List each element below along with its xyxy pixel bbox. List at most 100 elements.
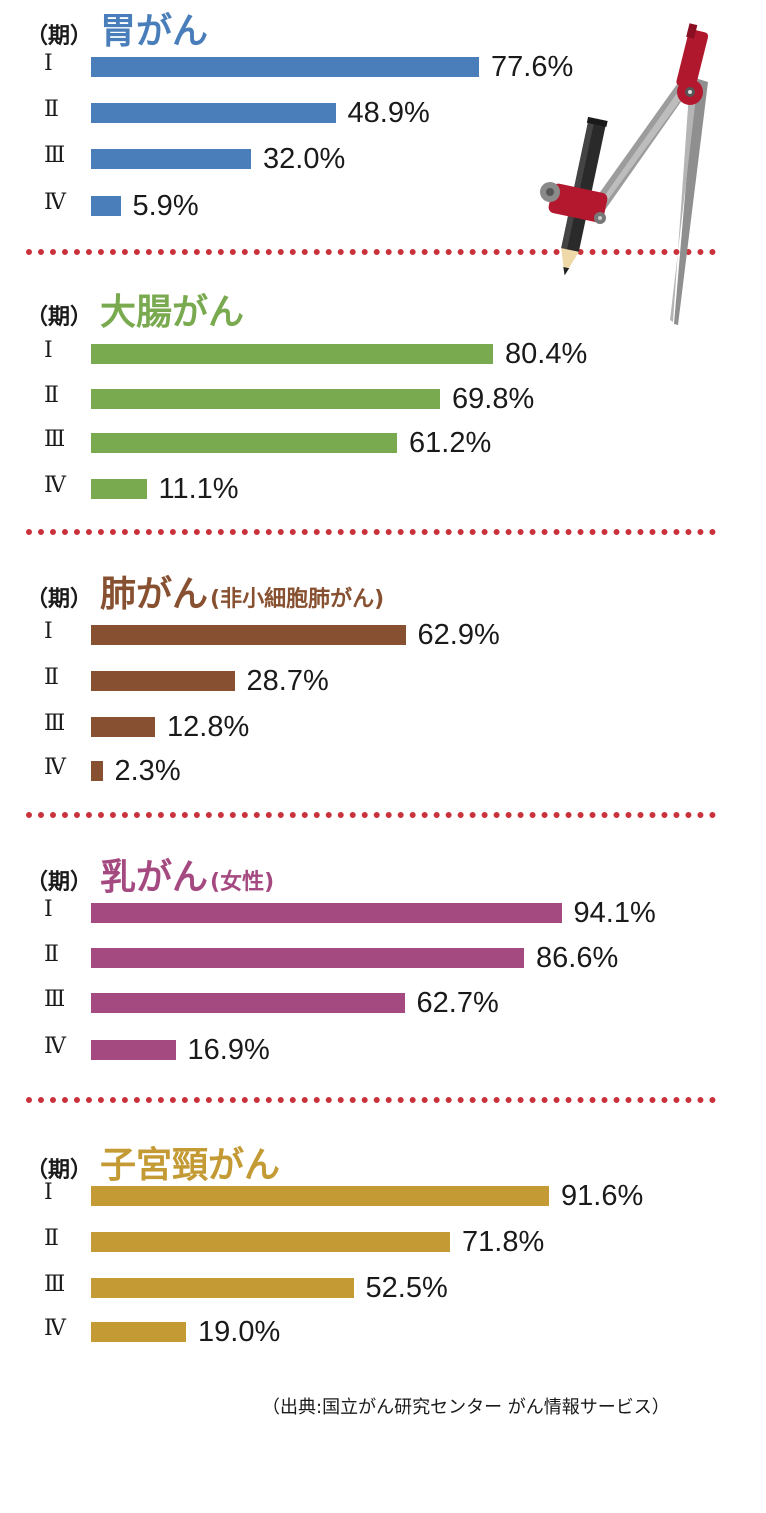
bar-row: Ⅲ 62.7%	[0, 987, 766, 1019]
value-label: 62.7%	[416, 987, 499, 1019]
value-label: 80.4%	[505, 338, 588, 370]
stage-label: Ⅰ	[44, 1180, 53, 1205]
value-label: 71.8%	[462, 1226, 545, 1258]
value-label: 69.8%	[452, 383, 535, 415]
bar	[91, 57, 479, 77]
chart-subtitle: (非小細胞肺がん)	[210, 587, 385, 612]
stage-label: Ⅲ	[44, 987, 66, 1012]
stage-label: Ⅱ	[44, 383, 59, 408]
value-label: 28.7%	[246, 665, 329, 697]
bar	[91, 103, 336, 123]
bar	[91, 433, 397, 453]
period-label: （期）	[26, 24, 93, 49]
bar-row: Ⅳ 2.3%	[0, 755, 766, 787]
bar	[91, 1322, 186, 1342]
bar-row: Ⅱ 48.9%	[0, 97, 766, 129]
dotted-divider	[26, 249, 716, 255]
bar	[91, 993, 405, 1013]
dotted-divider	[26, 812, 716, 818]
chart-header: （期） 大腸がん	[26, 283, 244, 335]
chart-title: 子宮頸がん	[100, 1145, 281, 1186]
stage-label: Ⅱ	[44, 942, 59, 967]
pencil-and-compass-icon	[540, 23, 709, 325]
value-label: 5.9%	[132, 190, 199, 222]
chart-header: （期） 子宮頸がん	[26, 1136, 280, 1188]
value-label: 16.9%	[187, 1034, 270, 1066]
stage-label: Ⅰ	[44, 897, 53, 922]
value-label: 2.3%	[114, 755, 181, 787]
bar-row: Ⅱ 28.7%	[0, 665, 766, 697]
bar	[91, 1232, 450, 1252]
bar	[91, 948, 524, 968]
stage-label: Ⅱ	[44, 97, 59, 122]
stage-label: Ⅲ	[44, 1272, 66, 1297]
bar-row: Ⅲ 12.8%	[0, 711, 766, 743]
chart-title: 大腸がん	[100, 292, 245, 333]
value-label: 94.1%	[573, 897, 656, 929]
stage-label: Ⅱ	[44, 665, 59, 690]
stage-label: Ⅰ	[44, 338, 53, 363]
bar-row: Ⅰ 62.9%	[0, 619, 766, 651]
bar	[91, 196, 121, 216]
stage-label: Ⅳ	[44, 473, 66, 498]
stage-label: Ⅳ	[44, 1034, 66, 1059]
bar-row: Ⅲ 61.2%	[0, 427, 766, 459]
bar-row: Ⅳ 11.1%	[0, 473, 766, 505]
value-label: 61.2%	[409, 427, 492, 459]
chart-title: 乳がん	[100, 857, 209, 898]
bar-row: Ⅰ 91.6%	[0, 1180, 766, 1212]
period-label: （期）	[26, 1158, 93, 1183]
period-label: （期）	[26, 587, 93, 612]
stage-label: Ⅳ	[44, 190, 66, 215]
value-label: 19.0%	[198, 1316, 281, 1348]
bar	[91, 149, 251, 169]
period-label: （期）	[26, 305, 93, 330]
bar-row: Ⅳ 19.0%	[0, 1316, 766, 1348]
bar-row: Ⅰ 80.4%	[0, 338, 766, 370]
stage-label: Ⅲ	[44, 427, 66, 452]
chart-header: （期） 乳がん (女性)	[26, 848, 274, 900]
bar-row: Ⅰ 77.6%	[0, 51, 766, 83]
bar	[91, 479, 147, 499]
value-label: 62.9%	[417, 619, 500, 651]
stage-label: Ⅰ	[44, 51, 53, 76]
stage-label: Ⅲ	[44, 711, 66, 736]
dotted-divider	[26, 529, 716, 535]
bar-row: Ⅳ 16.9%	[0, 1034, 766, 1066]
bar-row: Ⅲ 52.5%	[0, 1272, 766, 1304]
bar	[91, 389, 440, 409]
period-label: （期）	[26, 870, 93, 895]
value-label: 91.6%	[561, 1180, 644, 1212]
value-label: 86.6%	[536, 942, 619, 974]
chart-header: （期） 胃がん	[26, 2, 208, 54]
bar	[91, 344, 493, 364]
value-label: 48.9%	[347, 97, 430, 129]
value-label: 32.0%	[263, 143, 346, 175]
stage-label: Ⅳ	[44, 1316, 66, 1341]
bar	[91, 1040, 176, 1060]
bar-row: Ⅲ 32.0%	[0, 143, 766, 175]
bar-row: Ⅱ 71.8%	[0, 1226, 766, 1258]
value-label: 11.1%	[158, 473, 239, 505]
stage-label: Ⅱ	[44, 1226, 59, 1251]
chart-subtitle: (女性)	[210, 870, 275, 895]
bar-row: Ⅳ 5.9%	[0, 190, 766, 222]
bar	[91, 1186, 549, 1206]
bar	[91, 1278, 354, 1298]
bar	[91, 625, 406, 645]
bar	[91, 903, 562, 923]
stage-label: Ⅳ	[44, 755, 66, 780]
source-note: （出典:国立がん研究センター がん情報サービス）	[262, 1397, 670, 1418]
bar	[91, 671, 235, 691]
bar-row: Ⅱ 86.6%	[0, 942, 766, 974]
bar	[91, 761, 103, 781]
bar-row: Ⅱ 69.8%	[0, 383, 766, 415]
value-label: 12.8%	[167, 711, 250, 743]
value-label: 52.5%	[365, 1272, 448, 1304]
value-label: 77.6%	[491, 51, 574, 83]
chart-header: （期） 肺がん (非小細胞肺がん)	[26, 565, 384, 617]
dotted-divider	[26, 1097, 716, 1103]
stage-label: Ⅰ	[44, 619, 53, 644]
bar	[91, 717, 155, 737]
bar-row: Ⅰ 94.1%	[0, 897, 766, 929]
